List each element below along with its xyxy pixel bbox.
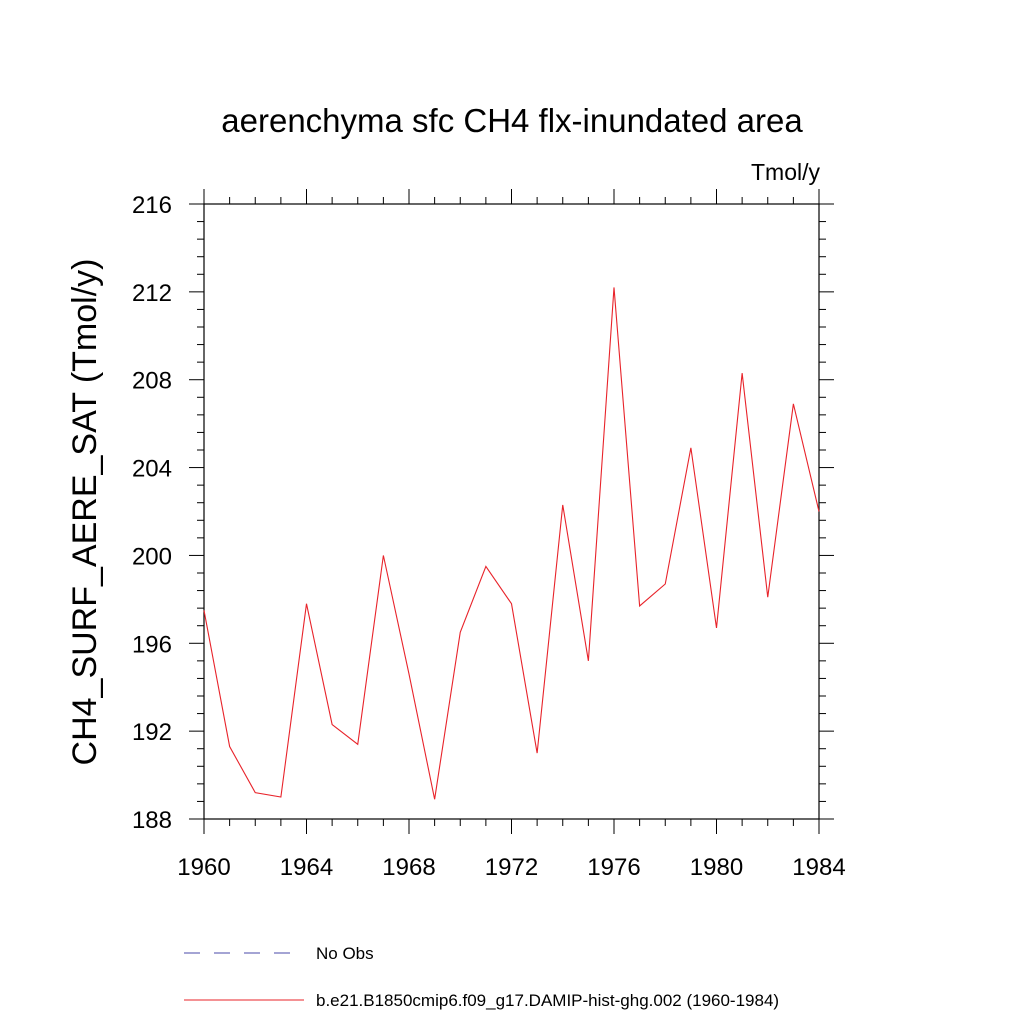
x-tick-label: 1980 xyxy=(690,854,743,881)
chart-title: aerenchyma sfc CH4 flx-inundated area xyxy=(221,102,803,139)
y-axis-label: CH4_SURF_AERE_SAT (Tmol/y) xyxy=(66,259,104,766)
y-tick-label: 196 xyxy=(132,631,172,658)
x-tick-label: 1960 xyxy=(177,854,230,881)
axis-ticks xyxy=(189,189,834,834)
y-tick-label: 188 xyxy=(132,807,172,834)
legend-label-no-obs: No Obs xyxy=(316,944,374,963)
y-tick-label: 216 xyxy=(132,192,172,219)
y-tick-label: 204 xyxy=(132,456,172,483)
tick-labels: 1960 1964 1968 1972 1976 1980 1984 188 192 196 200… xyxy=(132,192,846,881)
y-tick-label: 208 xyxy=(132,368,172,395)
x-tick-label: 1972 xyxy=(485,854,538,881)
plot-frame xyxy=(203,203,820,820)
y-tick-label: 200 xyxy=(132,543,172,570)
series-lines xyxy=(203,287,820,800)
series-line xyxy=(203,287,820,800)
x-tick-label: 1984 xyxy=(792,854,845,881)
x-tick-label: 1976 xyxy=(587,854,640,881)
y-tick-label: 212 xyxy=(132,280,172,307)
legend-label-model: b.e21.B1850cmip6.f09_g17.DAMIP-hist-ghg.… xyxy=(316,991,779,1010)
units-label: Tmol/y xyxy=(751,159,821,185)
x-tick-label: 1968 xyxy=(382,854,435,881)
y-tick-label: 192 xyxy=(132,719,172,746)
x-tick-label: 1964 xyxy=(280,854,333,881)
legend: No Obs b.e21.B1850cmip6.f09_g17.DAMIP-hi… xyxy=(184,944,779,1010)
